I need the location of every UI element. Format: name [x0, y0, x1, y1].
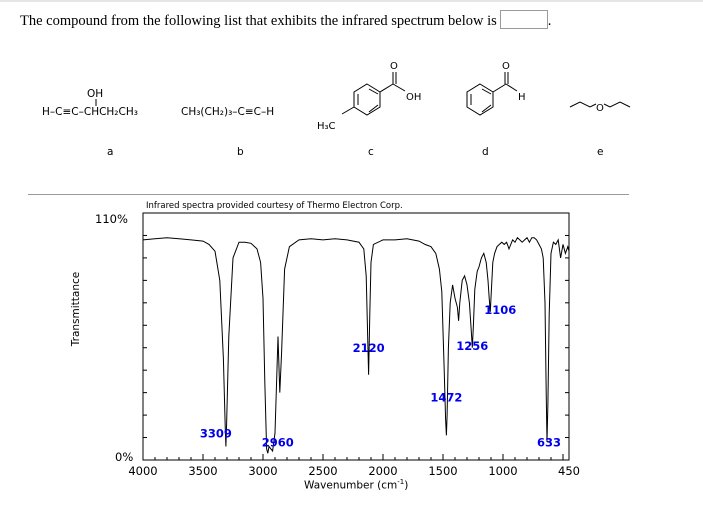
- x-tick-labels: 4000 3500 3000 2500 2000 1500 1000 450: [128, 464, 580, 478]
- peak-label: 3309: [200, 427, 232, 441]
- x-tick-label: 3000: [248, 464, 277, 478]
- compound-a-formula: H–C≡C–CHCH₂CH₃: [42, 106, 138, 118]
- y-bottom-label: 0%: [115, 450, 134, 464]
- compound-b-formula: CH₃(CH₂)₃–C≡C–H: [181, 106, 274, 118]
- x-tick-label: 1500: [428, 464, 457, 478]
- question-period: .: [547, 13, 552, 29]
- x-tick-label: 2500: [308, 464, 337, 478]
- x-tick-label: 1000: [488, 464, 517, 478]
- compound-c-oh: OH: [406, 92, 421, 103]
- compound-d-h: H: [518, 92, 526, 103]
- top-border: [0, 0, 703, 2]
- compound-c-structure: [341, 72, 406, 116]
- question-prompt: The compound from the following list tha…: [20, 13, 497, 29]
- y-top-label: 110%: [95, 212, 128, 226]
- compound-d-carbonyl-o: O: [502, 61, 510, 72]
- x-axis-title-sup: -1: [397, 478, 405, 486]
- compound-d-structure: [466, 72, 518, 116]
- section-divider: [28, 194, 629, 195]
- compound-b-label: b: [237, 146, 244, 158]
- compound-a-oh: OH: [87, 88, 103, 100]
- question-text: The compound from the following list tha…: [20, 10, 551, 30]
- spectrum-line: [142, 236, 570, 454]
- x-tick-label: 4000: [128, 464, 157, 478]
- compound-e-o: O: [596, 103, 604, 114]
- answer-input[interactable]: [499, 10, 548, 29]
- compound-e-structure: [569, 101, 631, 108]
- compound-c-ch3: H₃C: [317, 121, 336, 132]
- compound-structures: OH H–C≡C–CHCH₂CH₃ CH₃(CH₂)₃–C≡C–H H₃C O …: [42, 61, 631, 132]
- peak-label: 1106: [484, 303, 516, 317]
- peak-labels: 3309 2960 2120 1472 1256 1106 633: [200, 303, 561, 449]
- peak-label: 1472: [430, 391, 462, 405]
- compound-c-carbonyl-o: O: [390, 61, 398, 72]
- x-tick-label: 3500: [188, 464, 217, 478]
- compound-a-structure: OH H–C≡C–CHCH₂CH₃: [42, 88, 138, 118]
- peak-label: 1256: [456, 339, 488, 353]
- x-axis-title-text: Wavenumber (cm: [304, 479, 398, 492]
- compound-e-label: e: [597, 146, 604, 158]
- spectrum-courtesy: Infrared spectra provided courtesy of Th…: [146, 201, 403, 211]
- x-tick-label: 2000: [368, 464, 397, 478]
- peak-label: 2960: [262, 435, 294, 449]
- plot-frame: [142, 212, 570, 461]
- compound-c-label: c: [368, 146, 374, 158]
- x-axis-title-end: ): [404, 479, 409, 492]
- chart-ticks: [142, 212, 569, 461]
- compound-b-structure: CH₃(CH₂)₃–C≡C–H: [181, 106, 274, 118]
- peak-label: 633: [537, 436, 561, 450]
- compound-d-label: d: [482, 146, 489, 158]
- x-axis-title: Wavenumber (cm-1): [304, 478, 408, 492]
- x-tick-label: 450: [558, 464, 580, 478]
- compound-a-label: a: [107, 146, 114, 158]
- peak-label: 2120: [353, 341, 385, 355]
